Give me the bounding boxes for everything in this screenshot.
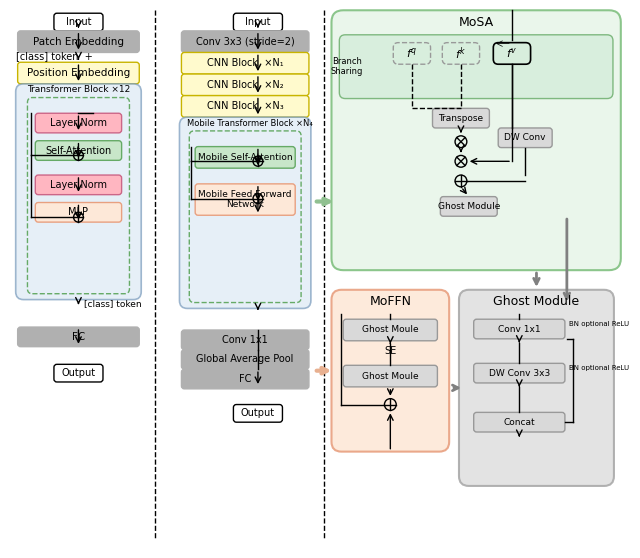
FancyBboxPatch shape [181, 52, 309, 74]
FancyBboxPatch shape [54, 364, 103, 382]
Text: Self-Attention: Self-Attention [45, 146, 111, 156]
Text: CNN Block  ×N₁: CNN Block ×N₁ [207, 58, 284, 68]
Text: MLP: MLP [68, 208, 88, 217]
FancyBboxPatch shape [332, 10, 621, 270]
Text: DW Conv 3x3: DW Conv 3x3 [489, 369, 550, 378]
Text: Transformer Block ×12: Transformer Block ×12 [28, 85, 131, 94]
Text: Branch
Sharing: Branch Sharing [331, 57, 364, 76]
Text: MoFFN: MoFFN [369, 295, 412, 308]
Text: Conv 1x1: Conv 1x1 [498, 325, 541, 334]
FancyBboxPatch shape [332, 290, 449, 451]
Text: DW Conv: DW Conv [504, 133, 546, 142]
Text: Global Average Pool: Global Average Pool [196, 354, 294, 364]
FancyBboxPatch shape [474, 319, 565, 339]
Text: CNN Block  ×N₂: CNN Block ×N₂ [207, 80, 284, 90]
FancyBboxPatch shape [16, 84, 141, 300]
FancyBboxPatch shape [234, 405, 282, 422]
Text: FC: FC [239, 374, 252, 384]
FancyBboxPatch shape [343, 319, 437, 341]
FancyBboxPatch shape [18, 62, 140, 84]
Text: Ghost Moule: Ghost Moule [362, 372, 419, 381]
FancyBboxPatch shape [18, 31, 140, 52]
FancyBboxPatch shape [195, 184, 295, 215]
FancyBboxPatch shape [181, 330, 309, 350]
Text: BN optional ReLU: BN optional ReLU [569, 321, 629, 327]
Text: Conv 1x1: Conv 1x1 [222, 335, 268, 345]
FancyBboxPatch shape [433, 108, 490, 128]
FancyBboxPatch shape [54, 13, 103, 31]
Text: Mobile Self-Attention: Mobile Self-Attention [198, 153, 292, 162]
Text: [class] token: [class] token [84, 299, 142, 308]
FancyBboxPatch shape [181, 95, 309, 117]
Text: Patch Embedding: Patch Embedding [33, 37, 124, 47]
Text: [class] token  +: [class] token + [16, 51, 92, 61]
Text: Transpose: Transpose [438, 114, 483, 123]
FancyBboxPatch shape [498, 128, 552, 147]
Text: CNN Block  ×N₃: CNN Block ×N₃ [207, 102, 284, 112]
Text: Ghost Moule: Ghost Moule [362, 325, 419, 334]
Text: Output: Output [241, 408, 275, 418]
FancyBboxPatch shape [35, 175, 122, 195]
FancyBboxPatch shape [181, 369, 309, 389]
Text: BN optional ReLU: BN optional ReLU [569, 365, 629, 371]
Text: Input: Input [245, 17, 271, 27]
FancyBboxPatch shape [181, 31, 309, 52]
Text: Layer Norm: Layer Norm [50, 118, 107, 128]
FancyBboxPatch shape [459, 290, 614, 486]
Text: Mobile Feed Forward
Network: Mobile Feed Forward Network [198, 190, 292, 209]
FancyBboxPatch shape [339, 35, 613, 99]
Text: Input: Input [66, 17, 92, 27]
FancyBboxPatch shape [179, 117, 311, 309]
Text: Position Embedding: Position Embedding [27, 68, 130, 78]
Text: $f^k$: $f^k$ [455, 45, 467, 62]
Text: Concat: Concat [504, 418, 535, 427]
Text: Mobile Transformer Block ×N₄: Mobile Transformer Block ×N₄ [188, 118, 313, 128]
Text: Ghost Module: Ghost Module [438, 202, 500, 211]
FancyBboxPatch shape [195, 147, 295, 168]
FancyBboxPatch shape [343, 365, 437, 387]
Text: FC: FC [72, 332, 85, 342]
FancyBboxPatch shape [18, 327, 140, 347]
FancyBboxPatch shape [474, 412, 565, 432]
Text: $f^v$: $f^v$ [506, 46, 518, 60]
Text: $f^q$: $f^q$ [406, 46, 417, 60]
FancyBboxPatch shape [440, 196, 497, 217]
FancyBboxPatch shape [181, 74, 309, 95]
FancyBboxPatch shape [474, 363, 565, 383]
FancyBboxPatch shape [35, 141, 122, 160]
Text: MoSA: MoSA [459, 16, 493, 28]
Text: Ghost Module: Ghost Module [493, 295, 580, 308]
Text: Conv 3x3 (stride=2): Conv 3x3 (stride=2) [196, 37, 294, 47]
FancyBboxPatch shape [35, 203, 122, 222]
Text: SE: SE [384, 345, 396, 355]
FancyBboxPatch shape [234, 13, 282, 31]
FancyBboxPatch shape [181, 350, 309, 369]
FancyBboxPatch shape [35, 113, 122, 133]
Text: Output: Output [61, 368, 95, 378]
Text: Layer Norm: Layer Norm [50, 180, 107, 190]
